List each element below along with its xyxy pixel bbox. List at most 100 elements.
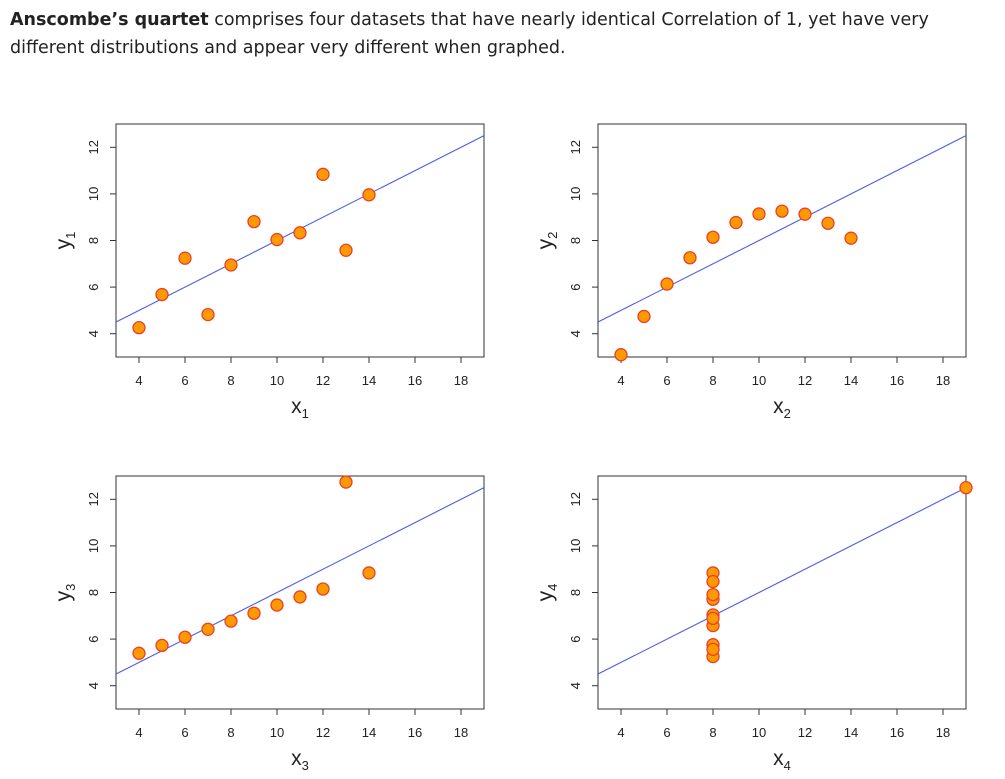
x-axis-title: x4 <box>773 747 791 773</box>
y-axis-title: y4 <box>534 584 560 602</box>
data-point <box>362 188 376 202</box>
data-point <box>706 574 720 589</box>
y-tick-label: 12 <box>568 492 583 506</box>
data-point <box>178 630 192 644</box>
y-axis-letter: y <box>534 238 557 249</box>
data-point <box>798 207 812 221</box>
y-tick-label: 8 <box>568 589 583 596</box>
y-axis-title: y2 <box>534 232 560 250</box>
y-axis-letter: y <box>534 590 557 601</box>
data-point <box>844 231 858 245</box>
data-point <box>224 614 238 628</box>
data-point <box>201 307 215 322</box>
data-point <box>339 475 353 489</box>
x-axis-letter: x <box>291 395 302 418</box>
y-tick-label: 4 <box>86 682 101 689</box>
regression-line <box>116 487 484 675</box>
y-axis-letter: y <box>52 238 75 249</box>
data-point <box>224 258 238 272</box>
x-axis-title: x2 <box>773 395 791 421</box>
y-tick-label: 8 <box>86 237 101 244</box>
y-tick-label: 12 <box>568 140 583 154</box>
x-tick-label: 16 <box>890 725 904 740</box>
data-point <box>270 232 284 247</box>
x-tick-label: 4 <box>617 373 624 388</box>
y-tick-label: 6 <box>86 283 101 290</box>
intro-rest: comprises four datasets that have nearly… <box>10 10 929 58</box>
y-tick-label: 10 <box>568 187 583 201</box>
y-tick-label: 6 <box>568 635 583 642</box>
y-tick-label: 12 <box>86 140 101 154</box>
data-point <box>293 590 307 604</box>
y-tick-label: 10 <box>568 539 583 553</box>
x-tick-label: 6 <box>181 373 188 388</box>
x-axis-subscript: 4 <box>784 758 791 773</box>
data-point <box>683 251 697 265</box>
x-axis-subscript: 2 <box>784 406 791 421</box>
data-point <box>132 646 146 660</box>
data-point <box>637 309 651 324</box>
y-tick-label: 4 <box>568 330 583 337</box>
x-tick-label: 18 <box>454 373 468 388</box>
y-tick-label: 10 <box>86 187 101 201</box>
data-point <box>316 167 330 181</box>
x-tick-label: 12 <box>798 373 812 388</box>
data-point <box>155 638 169 653</box>
x-tick-label: 12 <box>798 725 812 740</box>
x-tick-label: 16 <box>408 373 422 388</box>
x-tick-label: 14 <box>362 373 376 388</box>
y-axis-subscript: 4 <box>545 584 560 591</box>
data-point <box>706 230 720 244</box>
x-tick-label: 16 <box>890 373 904 388</box>
x-tick-label: 4 <box>135 373 142 388</box>
y-tick-label: 4 <box>86 330 101 337</box>
y-axis-subscript: 2 <box>545 232 560 239</box>
data-point <box>201 622 215 636</box>
x-tick-label: 14 <box>844 373 858 388</box>
intro-bold: Anscombe’s quartet <box>10 10 209 30</box>
x-tick-label: 14 <box>362 725 376 740</box>
x-axis-title: x1 <box>291 395 309 421</box>
y-tick-label: 12 <box>86 492 101 506</box>
y-axis-subscript: 1 <box>63 232 78 239</box>
data-point <box>660 277 674 291</box>
data-point <box>362 566 376 580</box>
data-point <box>959 480 973 495</box>
y-axis-title: y1 <box>52 232 78 250</box>
data-point <box>293 226 307 240</box>
plot-frame <box>597 475 967 710</box>
x-tick-label: 16 <box>408 725 422 740</box>
x-axis-letter: x <box>773 395 784 418</box>
x-tick-label: 18 <box>936 725 950 740</box>
x-tick-label: 4 <box>135 725 142 740</box>
y-tick-label: 8 <box>86 589 101 596</box>
x-tick-label: 12 <box>316 373 330 388</box>
x-tick-label: 12 <box>316 725 330 740</box>
x-tick-label: 10 <box>752 725 766 740</box>
data-point <box>706 587 720 602</box>
data-point <box>706 642 720 657</box>
x-tick-label: 10 <box>270 725 284 740</box>
x-tick-label: 6 <box>181 725 188 740</box>
data-point <box>270 598 284 612</box>
x-tick-label: 14 <box>844 725 858 740</box>
data-point <box>752 207 766 221</box>
x-tick-label: 18 <box>454 725 468 740</box>
x-tick-label: 18 <box>936 373 950 388</box>
x-axis-title: x3 <box>291 747 309 773</box>
data-point <box>821 216 835 230</box>
data-point <box>614 348 628 362</box>
y-tick-label: 6 <box>568 283 583 290</box>
regression-line <box>598 487 966 675</box>
y-axis-title: y3 <box>52 584 78 602</box>
intro-text: Anscombe’s quartet comprises four datase… <box>10 6 990 62</box>
y-tick-label: 6 <box>86 635 101 642</box>
data-point <box>706 611 720 626</box>
data-point <box>247 606 261 620</box>
regression-line <box>598 135 966 323</box>
